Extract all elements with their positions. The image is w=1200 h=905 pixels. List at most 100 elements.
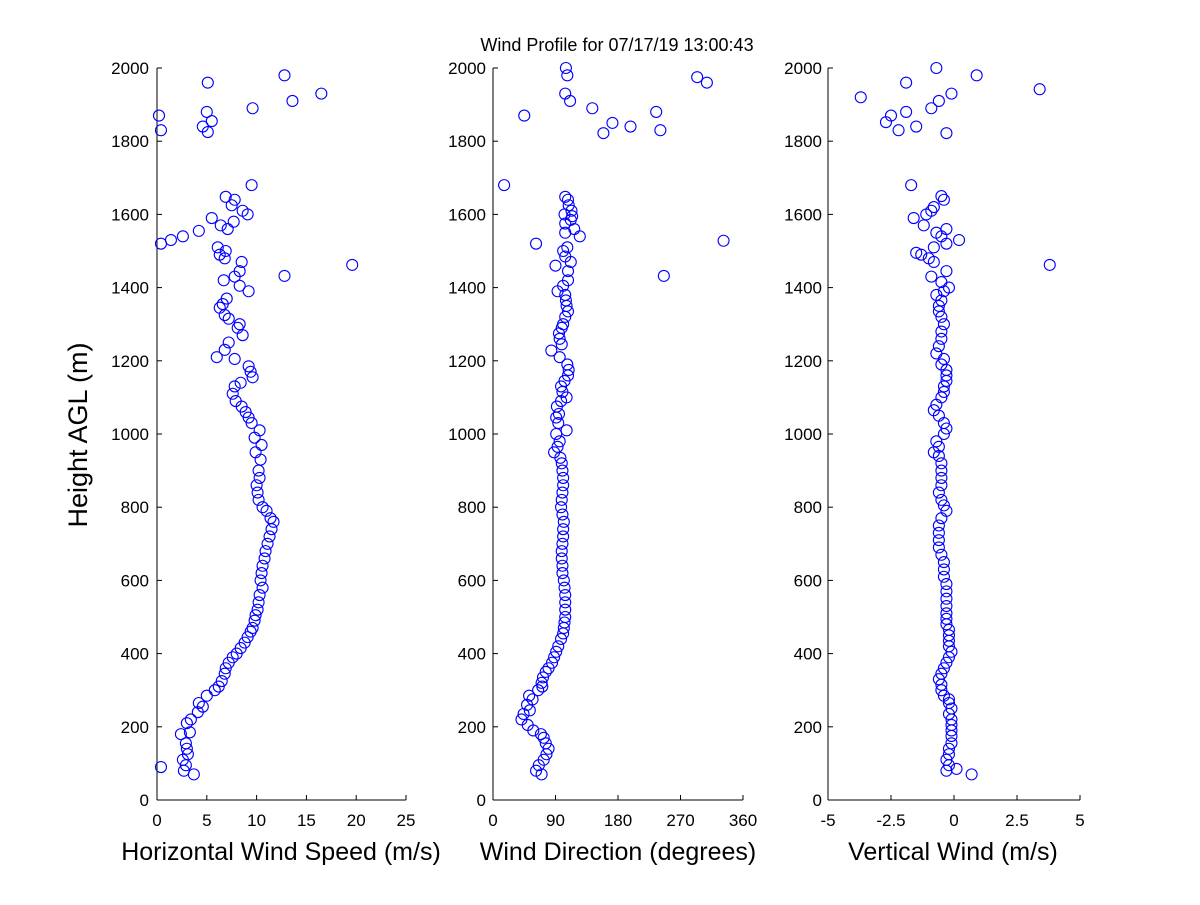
y-tick-label: 800 — [458, 498, 486, 517]
data-point — [925, 102, 938, 115]
data-point — [561, 274, 575, 287]
data-point — [915, 248, 928, 261]
data-point — [218, 343, 231, 356]
data-point — [192, 224, 205, 237]
data-point — [940, 222, 953, 236]
data-point — [559, 250, 572, 263]
data-point — [657, 269, 670, 282]
data-point — [558, 581, 571, 594]
data-point — [884, 109, 898, 122]
data-point — [565, 204, 578, 217]
data-point — [256, 581, 269, 594]
data-point — [917, 219, 930, 232]
data-point — [557, 574, 570, 587]
data-point — [935, 190, 948, 203]
data-point — [561, 193, 575, 206]
data-point — [950, 762, 963, 775]
data-point — [555, 457, 568, 470]
data-point — [900, 105, 913, 118]
panel-wind-direction: 0 200 400 600 800 1000 1200 1400 1600 1800 2000 0 90… — [448, 59, 757, 830]
data-point — [552, 416, 565, 430]
data-point — [220, 292, 233, 305]
x-axis-label-wind-direction: Wind Direction (degrees) — [480, 838, 757, 866]
data-point — [952, 233, 966, 247]
data-point — [905, 179, 918, 192]
y-tick-label: 1000 — [784, 425, 822, 444]
data-point — [910, 120, 923, 133]
y-tick-label: 2000 — [111, 59, 149, 78]
data-point — [597, 127, 610, 140]
data-point — [250, 479, 263, 492]
data-point — [940, 369, 953, 382]
data-point — [930, 435, 943, 448]
data-point — [253, 471, 266, 484]
y-tick-label: 1800 — [111, 132, 149, 151]
data-point — [559, 588, 572, 602]
data-point — [935, 548, 948, 561]
data-point — [937, 563, 950, 576]
y-tick-label: 200 — [458, 718, 486, 737]
data-point — [251, 603, 264, 616]
data-point — [937, 570, 950, 583]
data-point — [937, 193, 950, 206]
data-point — [925, 270, 938, 283]
data-point — [164, 233, 177, 247]
data-point — [253, 424, 266, 437]
data-point — [558, 616, 571, 629]
data-point — [265, 523, 278, 536]
data-point — [534, 728, 547, 741]
data-point — [945, 702, 958, 715]
data-point — [559, 596, 572, 609]
data-point — [226, 651, 239, 664]
data-point — [606, 116, 619, 129]
data-point — [263, 530, 276, 543]
y-tick-label: 1800 — [448, 132, 486, 151]
data-point — [539, 665, 552, 678]
data-point — [937, 556, 950, 569]
y-tick-label: 600 — [458, 571, 486, 590]
data-point — [691, 71, 704, 84]
data-point — [537, 753, 550, 766]
data-point — [152, 109, 166, 122]
data-point — [219, 244, 232, 258]
data-point — [556, 559, 569, 572]
data-point — [932, 440, 945, 453]
data-point — [935, 479, 948, 492]
data-point — [255, 438, 268, 452]
data-point — [935, 493, 948, 506]
data-point — [927, 404, 940, 417]
data-point — [940, 265, 953, 278]
data-point — [559, 87, 572, 100]
data-point — [233, 265, 246, 278]
x-tick-label: 10 — [247, 811, 266, 830]
x-tick-label: -2.5 — [876, 811, 905, 830]
data-point — [228, 380, 241, 393]
data-point — [256, 559, 269, 572]
data-point — [557, 523, 570, 536]
data-point — [523, 689, 536, 702]
y-tick-label: 1600 — [448, 205, 486, 224]
y-tick-label: 2000 — [448, 59, 486, 78]
data-point — [557, 515, 570, 528]
data-point — [249, 609, 262, 622]
data-point — [532, 684, 545, 697]
panel-vertical-wind: 0 200 400 600 800 1000 1200 1400 1600 1800 2000 -5 -… — [784, 59, 1085, 830]
y-tick-label: 1000 — [111, 425, 149, 444]
data-point — [518, 109, 531, 122]
data-point — [550, 427, 563, 441]
data-point — [278, 69, 291, 82]
data-point — [255, 567, 268, 580]
data-point — [932, 673, 945, 686]
x-tick-label: 180 — [604, 811, 632, 830]
data-point — [555, 545, 568, 558]
y-tick-label: 0 — [477, 791, 486, 810]
data-point — [940, 422, 953, 435]
data-point — [205, 115, 218, 128]
data-point — [218, 667, 231, 680]
data-point — [286, 94, 299, 107]
y-tick-label: 1200 — [111, 352, 149, 371]
data-point — [537, 731, 550, 744]
data-point — [249, 446, 262, 459]
panel-horizontal-wind-speed: 0 200 400 600 800 1000 1200 1400 1600 1800 2000 0 5 1… — [111, 59, 415, 830]
data-point — [717, 234, 730, 247]
